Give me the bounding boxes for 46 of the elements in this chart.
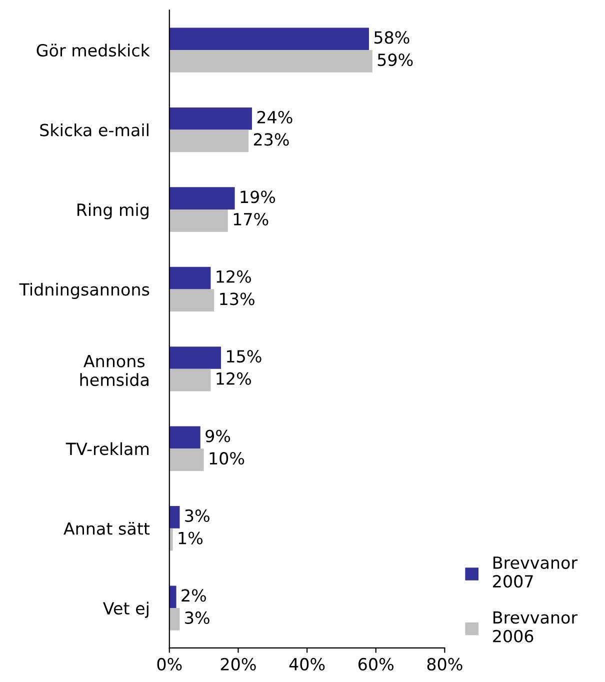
data-label: 23% [254, 133, 289, 146]
bar [169, 266, 211, 290]
bar [169, 130, 249, 152]
y-tick-label: Gör medskick [36, 44, 150, 57]
data-label: 12% [216, 372, 251, 385]
legend-label: Brevvanor 2006 [493, 611, 578, 642]
y-tick-label: TV-reklam [66, 442, 149, 456]
x-tick-label: 20% [220, 658, 256, 671]
bar [169, 608, 180, 630]
data-label: 12% [216, 270, 251, 283]
x-tick-label: 80% [427, 658, 462, 671]
data-label: 19% [240, 190, 276, 204]
bar [169, 289, 214, 312]
bar [169, 346, 222, 369]
y-tick-label: Skicka e-mail [40, 123, 148, 136]
bar [169, 506, 180, 528]
data-label: 9% [206, 430, 230, 442]
bar [169, 426, 200, 449]
x-tick-label: 0% [157, 658, 182, 671]
data-label: 10% [210, 452, 244, 465]
x-tick-label: 40% [289, 658, 325, 671]
bar [169, 28, 369, 50]
legend-label: Brevvanor 2007 [493, 556, 578, 588]
data-label: 15% [227, 350, 262, 363]
bar [169, 107, 252, 130]
x-tick-label: 60% [358, 658, 394, 671]
data-label: 3% [185, 509, 210, 522]
data-label: 59% [378, 53, 413, 66]
y-tick-label: Annat sätt [64, 522, 150, 535]
bar [169, 368, 211, 392]
data-label: 1% [178, 532, 203, 544]
y-tick-label: Vet ej [103, 602, 148, 618]
y-tick-label: Annons hemsida [80, 355, 148, 386]
bar [169, 210, 228, 232]
data-label: 24% [257, 110, 292, 124]
data-label: 58% [374, 31, 410, 44]
data-label: 2% [182, 589, 206, 602]
y-tick-label: Ring mig [77, 203, 148, 220]
bar [169, 448, 204, 471]
y-tick-label: Tidningsannons [19, 282, 150, 300]
data-label: 17% [234, 212, 268, 226]
bar [169, 187, 235, 210]
bar [169, 586, 176, 608]
bar [169, 50, 372, 72]
data-label: 13% [220, 292, 254, 306]
data-label: 3% [185, 611, 210, 624]
